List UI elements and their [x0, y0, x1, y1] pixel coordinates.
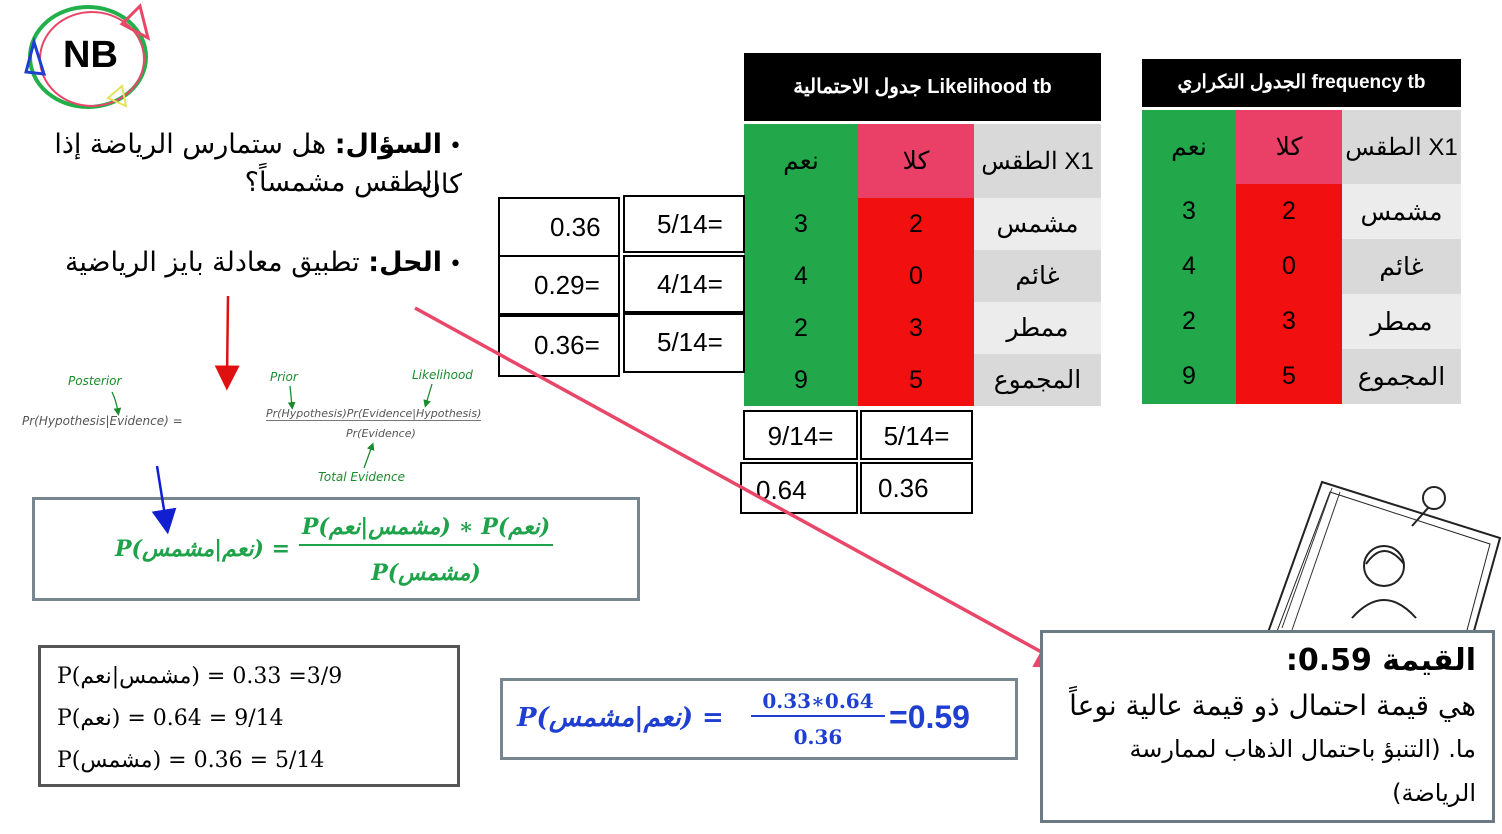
likelihood-table-title: جدول الاحتمالية Likelihood tb: [744, 53, 1101, 121]
value-line-2: P(نعم) = 9/14 = 0.64: [57, 706, 284, 731]
result-value: =0.59: [889, 699, 970, 735]
side-frac: 4/14=: [623, 255, 745, 313]
values-box: P(مشمس|نعم) = 3/9= 0.33 P(نعم) = 9/14 = …: [38, 645, 460, 787]
likelihood-cell: 9: [744, 354, 858, 406]
frequency-cell: 2: [1236, 184, 1342, 239]
likelihood-cell: 3: [744, 198, 858, 250]
likelihood-cell: 4: [744, 250, 858, 302]
note-line-2: ما. (التنبؤ باحتمال الذهاب لممارسة: [1129, 735, 1476, 763]
frequency-table-title: الجدول التكراري frequency tb: [1142, 59, 1461, 107]
frequency-row-label: غائم: [1342, 239, 1461, 294]
green-formula-box: P(نعم|مشمس) = P(مشمس|نعم) ∗ P(نعم) P(مشم…: [32, 497, 640, 601]
likelihood-row-label: مشمس: [974, 198, 1101, 250]
frequency-header-yes: نعم: [1142, 110, 1236, 184]
likelihood-label: Likelihood: [412, 368, 473, 382]
green-formula-num: P(مشمس|نعم) ∗ P(نعم): [299, 514, 553, 546]
note-line-1: هي قيمة احتمال ذو قيمة عالية نوعاً: [1069, 689, 1476, 722]
frequency-cell: 4: [1142, 239, 1236, 294]
blue-arrow: [151, 465, 177, 535]
frequency-header-no: كلا: [1236, 110, 1342, 184]
green-formula-lhs: P(نعم|مشمس) =: [115, 536, 291, 562]
likelihood-header-yes: نعم: [744, 124, 858, 198]
frequency-row-label: ممطر: [1342, 294, 1461, 349]
note-title: القيمة 0.59:: [1285, 643, 1476, 678]
likelihood-table: نعم كلا الطقس X1 3 2 مشمس 4 0 غائم 2 3 م…: [744, 124, 1101, 406]
question-bullet: • السؤال: هل ستمارس الرياضة إذا كان: [22, 126, 462, 204]
question-line2: الطقس مشمساً؟: [244, 167, 440, 198]
frequency-cell: 0: [1236, 239, 1342, 294]
bottom-frac-yes: 9/14=: [743, 410, 858, 460]
frequency-header-weather: الطقس X1: [1342, 110, 1461, 184]
bayes-lhs: Pr(Hypothesis|Evidence) =: [22, 414, 183, 428]
frequency-cell: 3: [1142, 184, 1236, 239]
likelihood-row-label: ممطر: [974, 302, 1101, 354]
posterior-label: Posterior: [68, 374, 122, 388]
total-evidence-label: Total Evidence: [318, 470, 405, 484]
likelihood-header-weather: الطقس X1: [974, 124, 1101, 198]
likelihood-cell: 3: [858, 302, 974, 354]
bottom-frac-no: 5/14=: [860, 410, 973, 460]
likelihood-row-label: المجموع: [974, 354, 1101, 406]
nb-logo: [24, 3, 151, 109]
frequency-row-label: مشمس: [1342, 184, 1461, 239]
note-box: القيمة 0.59: هي قيمة احتمال ذو قيمة عالي…: [1040, 630, 1495, 823]
bayes-numerator: Pr(Hypothesis)Pr(Evidence|Hypothesis): [266, 407, 482, 421]
likelihood-header-no: كلا: [858, 124, 974, 198]
frequency-cell: 3: [1236, 294, 1342, 349]
frequency-cell: 2: [1142, 294, 1236, 349]
likelihood-cell: 5: [858, 354, 974, 406]
pink-arrow: [414, 306, 1072, 669]
value-line-3: P(مشمس) = 5/14 = 0.36: [57, 748, 325, 773]
bullet-dot: •: [442, 134, 462, 159]
question-label: السؤال:: [334, 129, 443, 160]
green-formula-den: P(مشمس): [371, 560, 481, 586]
note-line-3: الرياضة): [1392, 779, 1476, 807]
likelihood-row-label: غائم: [974, 250, 1101, 302]
side-val: 0.36: [498, 197, 620, 257]
result-formula-lhs: P(نعم|مشمس) =: [517, 703, 724, 733]
red-arrow: [214, 295, 240, 391]
frequency-cell: 5: [1236, 349, 1342, 404]
solution-bullet: • الحل: تطبيق معادلة بايز الرياضية: [22, 244, 462, 284]
likelihood-cell: 2: [858, 198, 974, 250]
pinned-note-illustration: [1264, 480, 1502, 638]
result-formula-den: 0.36: [793, 725, 843, 749]
frequency-cell: 9: [1142, 349, 1236, 404]
value-line-1: P(مشمس|نعم) = 3/9= 0.33: [57, 664, 343, 689]
likelihood-cell: 2: [744, 302, 858, 354]
solution-label: الحل:: [368, 247, 443, 278]
result-formula-num: 0.33∗0.64: [751, 689, 885, 717]
prior-label: Prior: [270, 370, 298, 384]
result-formula-box: P(نعم|مشمس) = 0.33∗0.64 0.36 =0.59: [500, 678, 1018, 760]
frequency-row-label: المجموع: [1342, 349, 1461, 404]
bottom-val-no: 0.36: [860, 462, 973, 514]
bayes-denominator: Pr(Evidence): [346, 427, 416, 440]
side-frac: 5/14=: [623, 195, 745, 253]
logo-text: NB: [63, 34, 118, 76]
frequency-table: نعم كلا الطقس X1 3 2 مشمس 4 0 غائم 2 3 م…: [1142, 110, 1461, 404]
solution-text: تطبيق معادلة بايز الرياضية: [64, 247, 369, 278]
question-text: هل ستمارس الرياضة إذا كان: [54, 129, 462, 200]
side-frac: 5/14=: [623, 313, 745, 373]
bullet-dot: •: [442, 252, 462, 277]
side-val: 0.29=: [498, 255, 620, 315]
likelihood-cell: 0: [858, 250, 974, 302]
